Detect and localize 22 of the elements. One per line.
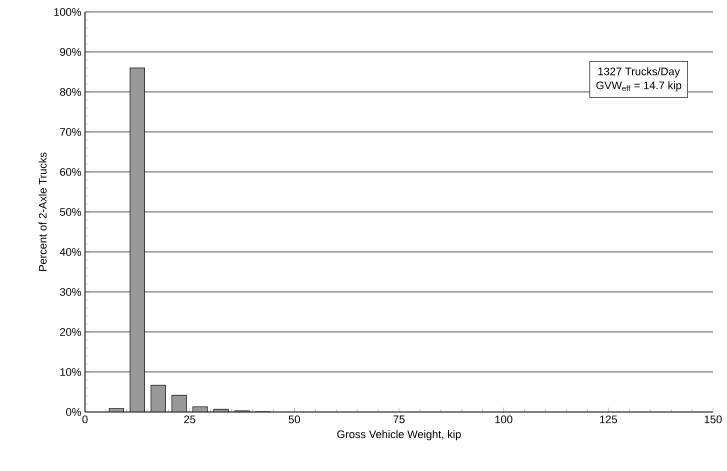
x-tick-label: 75 — [393, 416, 405, 424]
y-tick-label: 10% — [60, 368, 82, 376]
x-axis-title: Gross Vehicle Weight, kip — [337, 430, 461, 440]
x-tick-label: 125 — [600, 416, 618, 424]
y-tick-label: 70% — [60, 128, 82, 136]
y-tick-label: 40% — [60, 248, 82, 256]
y-tick-label: 60% — [60, 168, 82, 176]
y-tick-label: 80% — [60, 88, 82, 96]
y-tick-label: 20% — [60, 328, 82, 336]
y-tick-label: 30% — [60, 288, 82, 296]
y-axis-title: Percent of 2-Axle Trucks — [38, 152, 47, 271]
y-tick-label: 0% — [66, 408, 82, 416]
y-tick-label: 50% — [60, 208, 82, 216]
y-tick-label: 100% — [54, 8, 82, 16]
x-tick-label: 100 — [495, 416, 512, 424]
x-tick-label: 0 — [82, 416, 88, 424]
x-tick-label: 25 — [184, 416, 196, 424]
annotation: 1327 Trucks/Day — [598, 67, 680, 78]
annotation: GVW$_{eff}$ = 14.7 kip — [596, 81, 682, 92]
x-tick-label: 50 — [288, 416, 300, 424]
y-tick-label: 90% — [60, 48, 82, 56]
x-tick-label: 150 — [704, 416, 722, 424]
